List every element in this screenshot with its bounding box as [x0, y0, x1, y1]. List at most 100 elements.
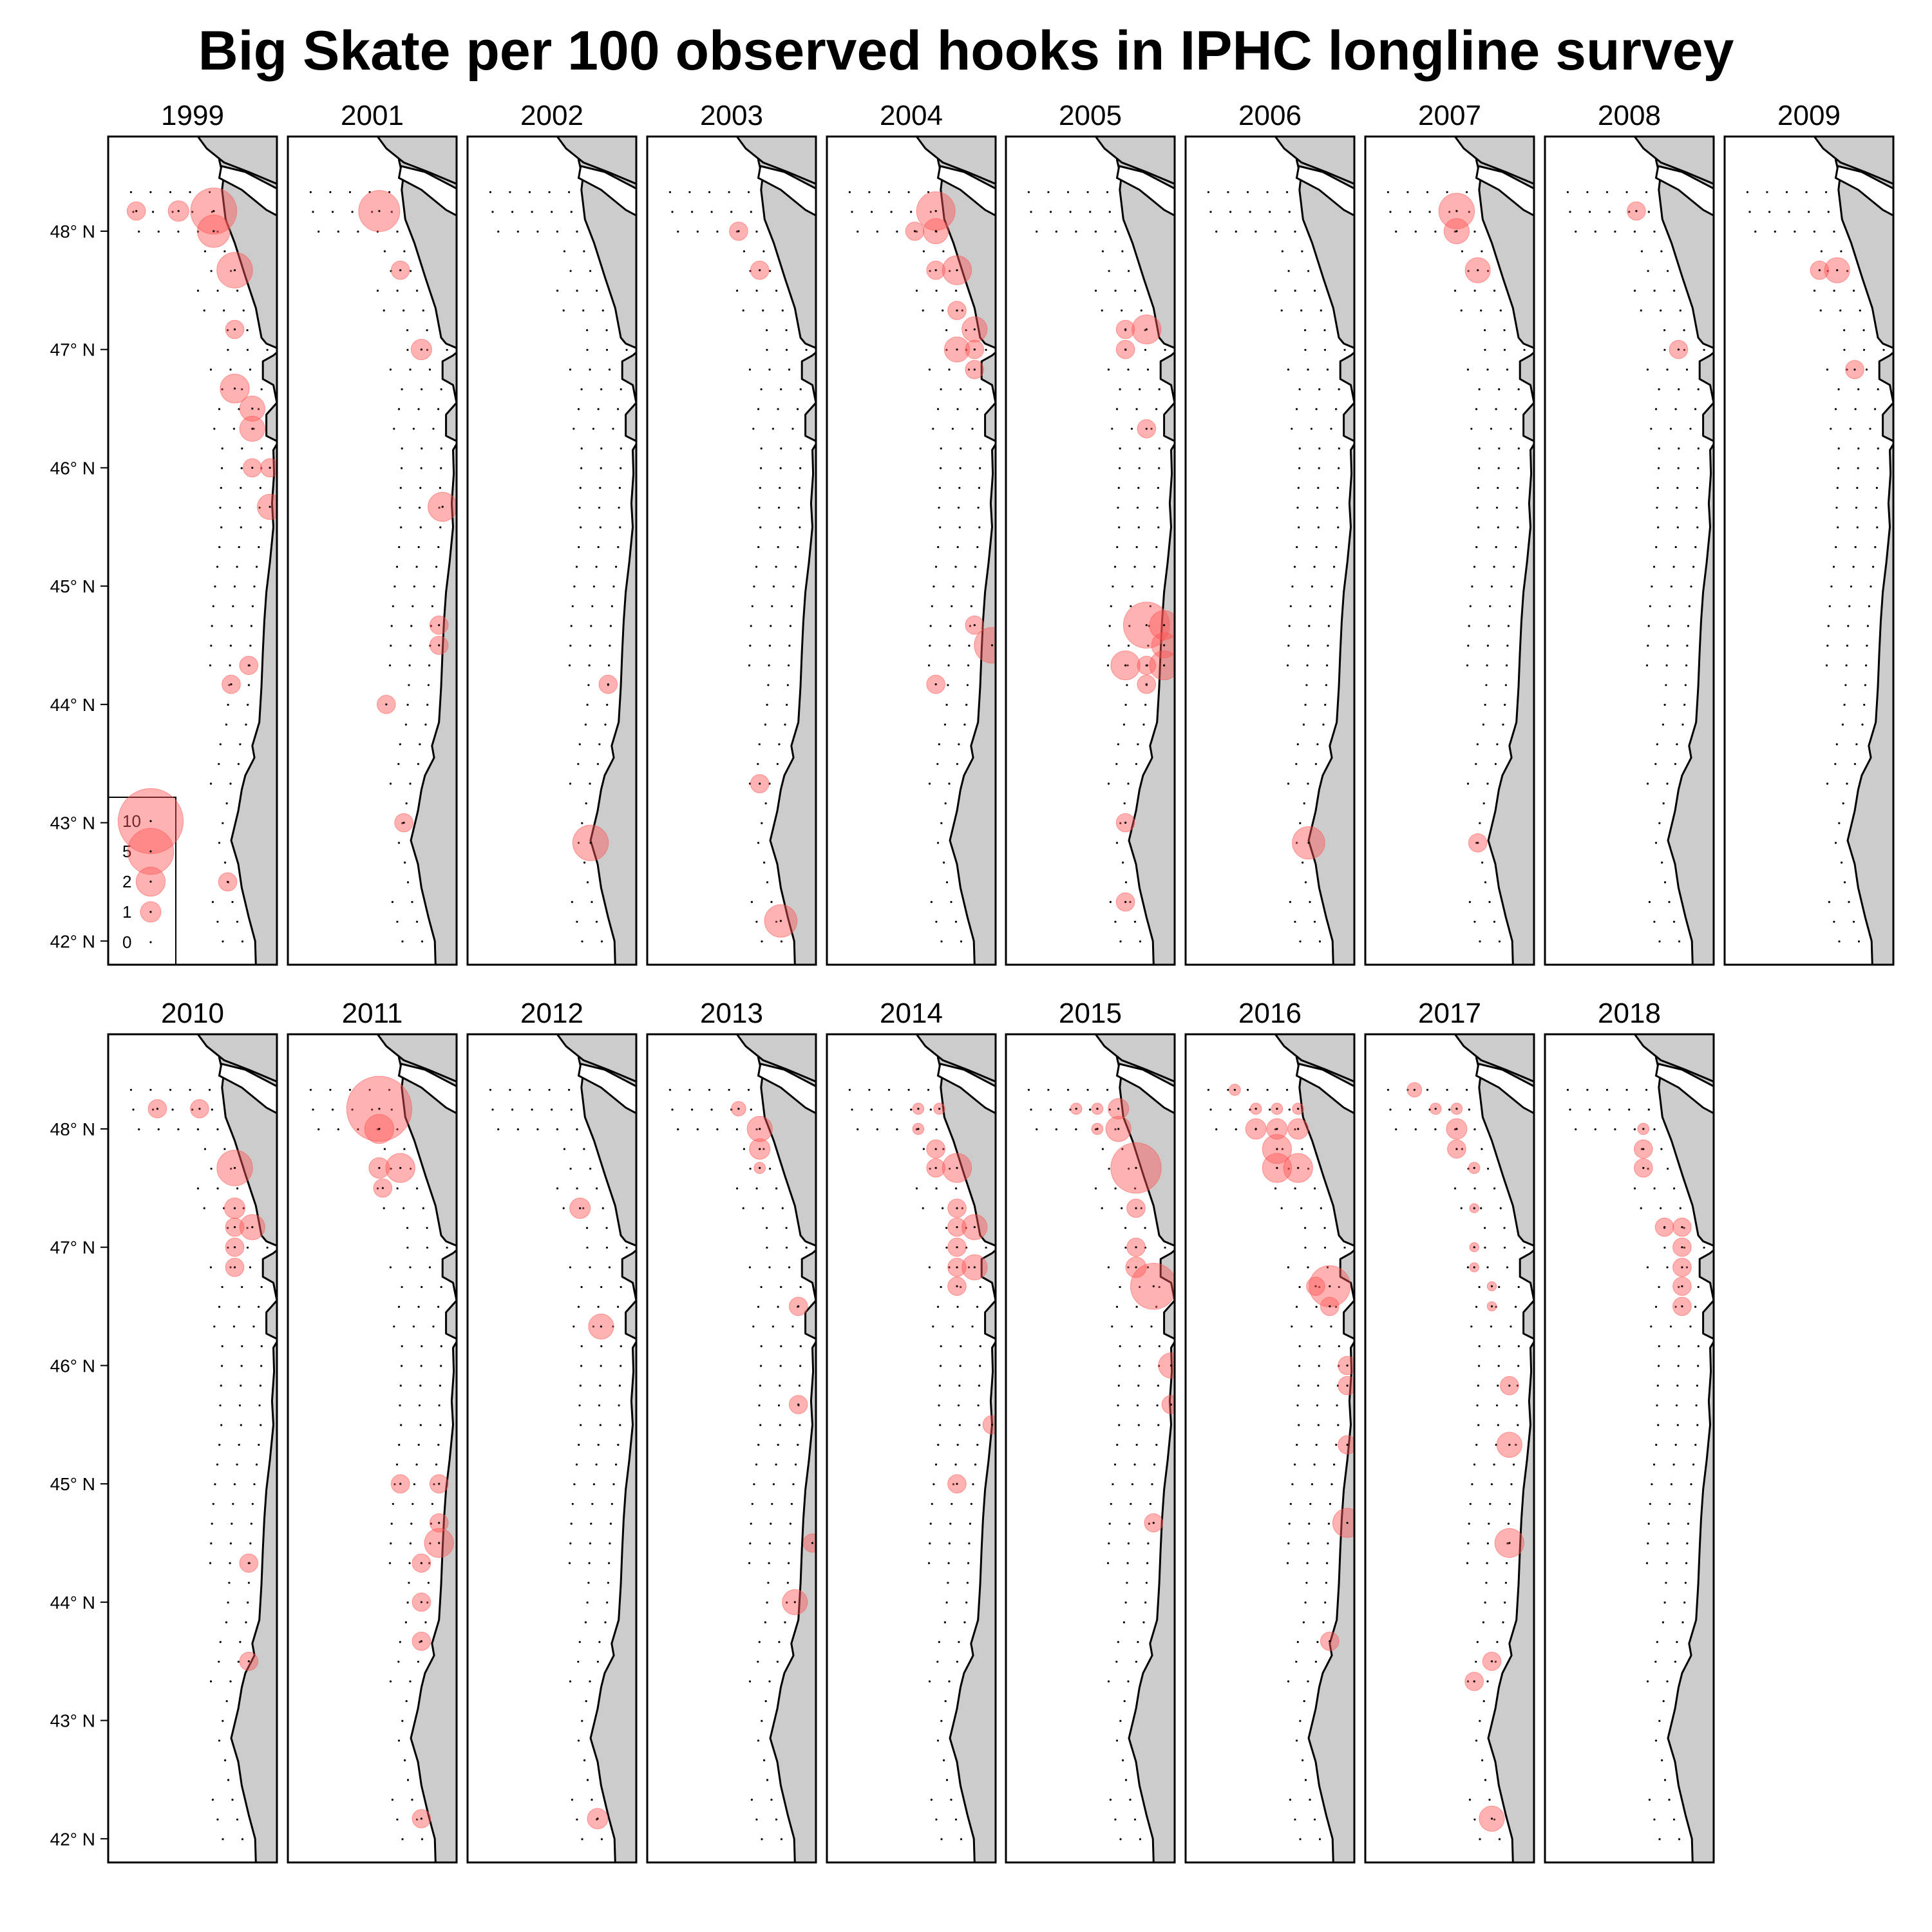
survey-station-dot	[1304, 1227, 1307, 1229]
survey-station-dot	[775, 1463, 777, 1466]
survey-station-dot	[1468, 1799, 1471, 1801]
survey-station-dot	[935, 1818, 938, 1821]
survey-station-dot	[1149, 1502, 1151, 1505]
station-center-dot	[1508, 1385, 1511, 1387]
survey-station-dot	[1130, 428, 1133, 430]
survey-station-dot	[1454, 1128, 1456, 1131]
survey-station-dot	[691, 211, 694, 213]
survey-station-dot	[216, 565, 219, 568]
survey-station-dot	[1155, 408, 1158, 410]
survey-station-dot	[750, 1522, 752, 1525]
survey-station-dot	[1108, 270, 1110, 272]
vancouver-island-land	[1633, 137, 1714, 185]
panel-map	[1027, 1034, 1175, 1862]
survey-station-dot	[589, 782, 591, 785]
survey-station-dot	[1395, 1128, 1397, 1131]
survey-station-dot	[548, 191, 551, 193]
survey-station-dot	[1697, 1285, 1700, 1289]
survey-station-dot	[761, 1838, 763, 1841]
survey-station-dot	[1466, 1562, 1469, 1564]
station-center-dot	[233, 1167, 236, 1170]
survey-station-dot	[437, 545, 440, 549]
survey-station-dot	[1859, 309, 1861, 312]
survey-station-dot	[757, 762, 759, 765]
survey-station-dot	[589, 1168, 592, 1170]
survey-station-dot	[227, 1601, 229, 1604]
survey-station-dot	[578, 1404, 581, 1406]
survey-station-dot	[599, 1385, 601, 1387]
survey-station-dot	[612, 428, 614, 430]
survey-station-dot	[1517, 1365, 1520, 1367]
survey-station-dot	[230, 1168, 232, 1170]
survey-station-dot	[1493, 289, 1496, 292]
survey-station-dot	[1646, 782, 1649, 785]
survey-station-dot	[1297, 487, 1300, 489]
survey-station-dot	[435, 1463, 438, 1466]
survey-station-dot	[965, 1601, 968, 1604]
survey-station-dot	[1127, 1542, 1130, 1545]
survey-station-dot	[589, 270, 592, 272]
survey-station-dot	[260, 388, 263, 391]
survey-station-dot	[668, 191, 671, 193]
survey-station-dot	[1497, 1365, 1500, 1367]
survey-station-dot	[1327, 1522, 1330, 1525]
survey-station-dot	[1650, 428, 1653, 430]
survey-station-dot	[590, 625, 592, 627]
station-center-dot	[1490, 1660, 1493, 1663]
survey-station-dot	[390, 1168, 392, 1170]
station-center-dot	[230, 683, 232, 686]
survey-station-dot	[780, 388, 782, 391]
survey-station-dot	[762, 250, 765, 252]
survey-station-dot	[246, 329, 249, 332]
station-center-dot	[1455, 1148, 1458, 1150]
survey-station-dot	[748, 1680, 752, 1683]
survey-station-dot	[896, 1128, 898, 1131]
catch-rate-bubble	[260, 458, 277, 478]
survey-station-dot	[851, 1108, 853, 1111]
panels-grid: 1052101999200120022003200420052006200720…	[50, 100, 1895, 1864]
survey-station-dot	[1135, 1660, 1137, 1663]
survey-station-dot	[956, 545, 959, 549]
survey-station-dot	[876, 231, 878, 233]
survey-station-dot	[241, 388, 243, 391]
survey-station-dot	[1106, 191, 1109, 193]
survey-station-dot	[1288, 211, 1291, 213]
survey-station-dot	[433, 585, 435, 588]
survey-station-dot	[958, 1641, 960, 1643]
station-center-dot	[1818, 269, 1821, 272]
station-center-dot	[1135, 1266, 1137, 1269]
survey-station-dot	[412, 605, 414, 607]
survey-station-dot	[688, 191, 691, 193]
coastline-land	[1653, 1034, 1714, 1862]
survey-station-dot	[1311, 1483, 1313, 1486]
survey-station-dot	[1036, 1128, 1038, 1131]
survey-station-dot	[945, 348, 948, 351]
catch-rate-bubble	[1338, 1356, 1354, 1376]
survey-station-dot	[947, 684, 949, 687]
survey-station-dot	[961, 1207, 963, 1209]
survey-station-dot	[149, 191, 152, 193]
survey-station-dot	[417, 1660, 419, 1663]
survey-station-dot	[509, 1088, 511, 1091]
survey-station-dot	[770, 901, 773, 904]
survey-station-dot	[1124, 703, 1127, 706]
survey-station-dot	[1835, 545, 1837, 549]
survey-station-dot	[1158, 467, 1160, 469]
survey-station-dot	[939, 526, 942, 529]
survey-station-dot	[768, 645, 771, 647]
survey-station-dot	[612, 585, 615, 588]
survey-station-dot	[1498, 940, 1501, 943]
panel-map	[1027, 137, 1175, 965]
survey-station-dot	[1134, 289, 1137, 292]
station-center-dot	[1681, 1266, 1683, 1269]
survey-station-dot	[1130, 1502, 1132, 1505]
station-center-dot	[1307, 842, 1310, 844]
survey-station-dot	[1229, 211, 1232, 213]
survey-station-dot	[1478, 1345, 1481, 1347]
station-center-dot	[420, 1562, 422, 1564]
survey-station-dot	[600, 1285, 603, 1289]
survey-station-dot	[1658, 1345, 1660, 1347]
survey-station-dot	[955, 289, 958, 292]
station-center-dot	[402, 821, 405, 824]
survey-station-dot	[578, 1641, 581, 1643]
